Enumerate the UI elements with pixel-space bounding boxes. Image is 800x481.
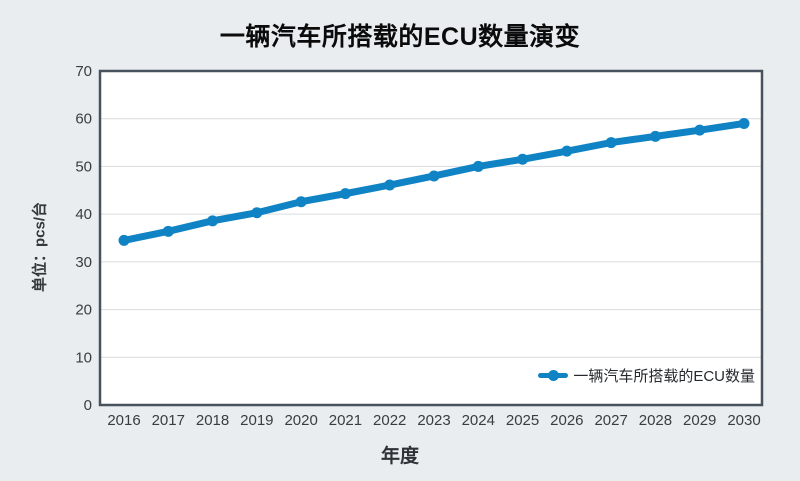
data-point-2016 [118, 234, 130, 246]
y-tick-label-50: 50 [75, 158, 92, 175]
x-axis-label: 年度 [380, 446, 419, 467]
x-tick-label-2017: 2017 [152, 412, 185, 429]
legend: 一辆汽车所搭载的ECU数量 [538, 365, 755, 385]
x-tick-label-2022: 2022 [373, 412, 406, 429]
x-tick-label-2027: 2027 [594, 412, 627, 429]
x-tick-label-2023: 2023 [417, 412, 450, 429]
x-tick-label-2029: 2029 [683, 412, 716, 429]
x-tick-label-2024: 2024 [462, 412, 495, 429]
data-point-2026 [561, 145, 573, 157]
legend-dot-icon [548, 370, 560, 381]
chart-title: 一辆汽车所搭载的ECU数量演变 [219, 23, 581, 51]
data-point-2023 [428, 170, 440, 182]
legend-series-label: 一辆汽车所搭载的ECU数量 [573, 367, 755, 385]
plot-area [100, 71, 762, 405]
data-point-2019 [251, 207, 263, 219]
y-tick-label-40: 40 [75, 206, 92, 223]
y-tick-label-0: 0 [84, 397, 92, 414]
data-point-2030 [738, 117, 750, 129]
plot-frame [98, 69, 764, 407]
data-point-2017 [162, 225, 174, 237]
data-point-2029 [694, 124, 706, 136]
x-tick-label-2020: 2020 [284, 412, 317, 429]
x-tick-label-2028: 2028 [639, 412, 672, 429]
x-tick-label-2018: 2018 [196, 412, 229, 429]
y-tick-label-60: 60 [75, 111, 92, 128]
y-tick-label-10: 10 [75, 349, 92, 366]
legend-line-marker [538, 365, 569, 385]
x-tick-label-2019: 2019 [240, 412, 273, 429]
data-point-2028 [649, 130, 661, 142]
x-tick-label-2016: 2016 [107, 412, 140, 429]
x-tick-label-2021: 2021 [329, 412, 362, 429]
x-tick-label-2030: 2030 [727, 412, 760, 429]
x-tick-label-2026: 2026 [550, 412, 583, 429]
data-point-2020 [295, 196, 307, 208]
y-tick-label-70: 70 [75, 63, 92, 80]
data-point-2025 [517, 153, 529, 165]
data-point-2027 [605, 137, 617, 149]
data-point-2024 [472, 160, 484, 172]
data-point-2018 [207, 215, 219, 227]
data-point-2022 [384, 179, 396, 191]
y-tick-label-30: 30 [75, 254, 92, 271]
x-tick-label-2025: 2025 [506, 412, 539, 429]
y-tick-label-20: 20 [75, 302, 92, 319]
data-point-2021 [339, 188, 351, 200]
